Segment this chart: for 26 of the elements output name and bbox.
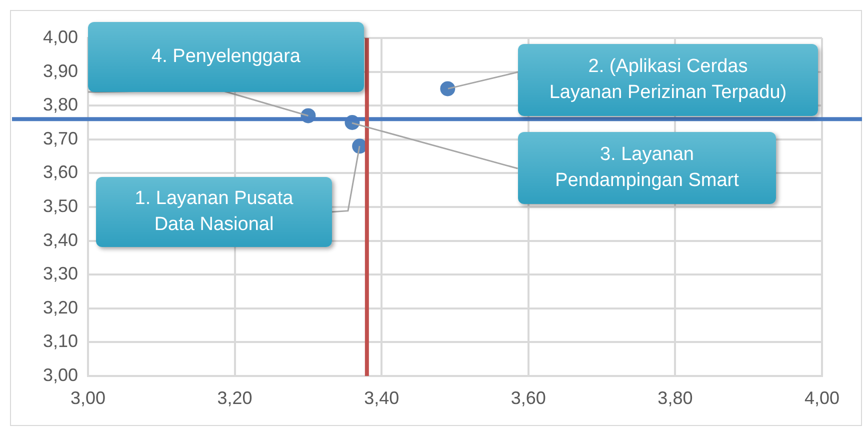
y-tick-label: 3,30 (42, 264, 78, 284)
annotation: 4. Penyelenggara (152, 45, 300, 69)
annotation: 2. (Aplikasi Cerdas Layanan Perizinan Terpadu) (549, 55, 787, 105)
y-tick-label: 3,80 (42, 94, 78, 115)
annotation: 3. Layanan Pendampingan Smart (555, 143, 739, 193)
callout: 2. (Aplikasi Cerdas Layanan Perizinan Terpadu) (448, 44, 818, 116)
x-tick-label: 4,00 (804, 388, 840, 408)
y-tick-label: 4,00 (42, 26, 78, 47)
annotation: 1. Layanan Pusata Data Nasional (134, 186, 294, 237)
y-tick-label: 3,70 (42, 128, 78, 148)
y-tick-label: 3,60 (42, 162, 78, 182)
x-tick-label: 3,80 (658, 388, 693, 408)
y-tick-label: 3,20 (42, 297, 78, 318)
point (440, 81, 456, 96)
x-tick-label: 3,60 (510, 388, 546, 408)
x-tick-label: 3,40 (364, 388, 400, 408)
y-tick-label: 3,40 (42, 230, 78, 250)
callout: 1. Layanan Pusata Data Nasional (96, 146, 360, 247)
callout: 3. Layanan Pendampingan Smart (352, 122, 776, 204)
callout: 4. Penyelenggara (88, 22, 364, 116)
y-tick-label: 3,00 (42, 364, 78, 385)
y-tick-label: 3,10 (42, 331, 78, 352)
x-tick-label: 3,00 (70, 388, 106, 408)
y-tick-label: 3,90 (42, 60, 78, 81)
y-tick-label: 3,50 (42, 196, 78, 216)
x-tick-label: 3,20 (217, 388, 252, 408)
